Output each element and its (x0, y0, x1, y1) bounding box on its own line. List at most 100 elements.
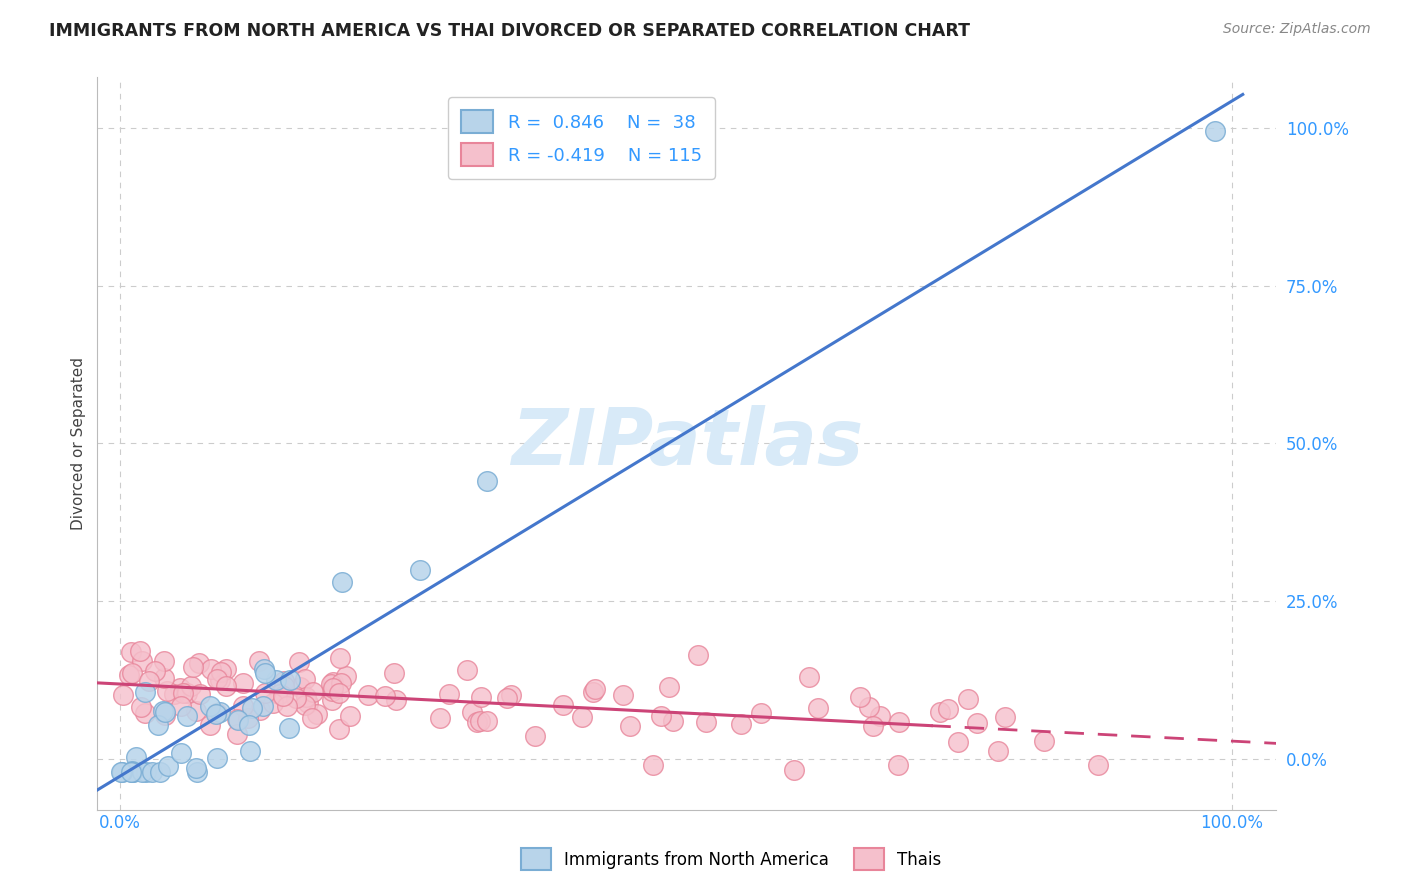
Point (643, 758, 665, 772)
Point (188, 656, 211, 670)
Point (176, 709, 198, 723)
Point (730, 717, 752, 731)
Point (658, 680, 681, 694)
Point (1087, 758, 1109, 772)
Point (148, 718, 170, 732)
Point (862, 719, 884, 733)
Point (128, 644, 150, 658)
Point (148, 764, 170, 779)
Point (612, 688, 634, 702)
Point (253, 685, 276, 699)
Point (321, 683, 343, 698)
Point (209, 665, 232, 680)
Point (138, 673, 160, 688)
Point (176, 686, 198, 700)
Point (180, 679, 202, 693)
Point (152, 704, 174, 718)
Point (198, 718, 221, 732)
Point (184, 761, 207, 775)
Point (153, 707, 176, 722)
Point (650, 709, 672, 723)
Point (456, 663, 478, 677)
Point (287, 655, 309, 669)
Point (215, 680, 238, 694)
Point (156, 683, 179, 698)
Point (152, 671, 174, 685)
Point (121, 666, 143, 681)
Point (335, 669, 357, 683)
Point (169, 681, 191, 696)
Point (253, 666, 276, 681)
Point (439, 687, 461, 701)
Point (153, 654, 176, 668)
Point (205, 706, 228, 721)
Point (329, 676, 352, 690)
Point (807, 700, 830, 714)
Point (200, 662, 222, 676)
Point (134, 684, 156, 698)
Point (122, 764, 145, 779)
Point (273, 679, 295, 693)
Point (583, 682, 606, 697)
Point (240, 701, 263, 715)
Point (477, 714, 499, 728)
Point (294, 672, 316, 686)
Point (288, 680, 311, 694)
Point (956, 691, 979, 706)
Point (322, 675, 344, 690)
Point (131, 764, 153, 779)
Text: IMMIGRANTS FROM NORTH AMERICA VS THAI DIVORCED OR SEPARATED CORRELATION CHART: IMMIGRANTS FROM NORTH AMERICA VS THAI DI… (49, 22, 970, 40)
Point (848, 690, 870, 704)
Text: ZIPatlas: ZIPatlas (510, 406, 863, 482)
Point (271, 689, 294, 703)
Point (470, 714, 492, 728)
Point (121, 764, 143, 779)
Point (582, 685, 605, 699)
Point (112, 689, 135, 703)
Point (385, 693, 408, 707)
Point (305, 706, 328, 721)
Point (278, 673, 301, 687)
Point (252, 699, 274, 714)
Point (749, 706, 772, 720)
Point (269, 687, 291, 701)
Point (301, 711, 323, 725)
Point (207, 750, 229, 764)
Point (269, 687, 291, 701)
Point (215, 662, 238, 676)
Point (374, 689, 396, 703)
Point (181, 659, 204, 673)
Point (330, 575, 353, 590)
Point (470, 690, 492, 705)
Point (120, 645, 142, 659)
Point (501, 688, 523, 702)
Point (262, 697, 284, 711)
Point (661, 714, 683, 729)
Point (329, 651, 352, 665)
Point (247, 655, 270, 669)
Point (156, 758, 179, 772)
Point (686, 648, 709, 662)
Point (382, 665, 405, 680)
Point (131, 654, 153, 668)
Point (858, 700, 880, 714)
Point (170, 698, 193, 713)
Point (121, 764, 143, 778)
Point (284, 691, 307, 706)
Point (295, 690, 318, 704)
Point (994, 709, 1017, 723)
Point (163, 687, 186, 701)
Point (523, 730, 546, 744)
Point (495, 690, 517, 705)
Point (339, 709, 361, 723)
Point (946, 735, 969, 749)
Point (409, 563, 432, 577)
Point (553, 698, 575, 712)
Point (987, 744, 1010, 758)
Point (238, 711, 260, 725)
Point (238, 718, 260, 732)
Point (619, 719, 641, 733)
Point (120, 764, 142, 779)
Point (321, 693, 343, 707)
Point (966, 715, 988, 730)
